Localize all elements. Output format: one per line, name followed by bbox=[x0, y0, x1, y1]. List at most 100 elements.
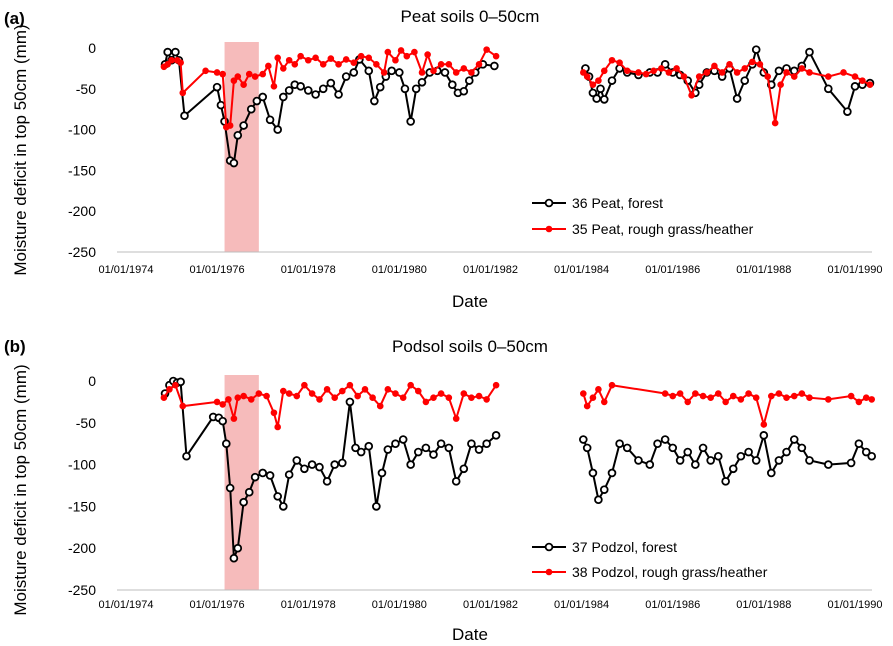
data-point bbox=[726, 61, 733, 68]
data-point bbox=[824, 460, 833, 469]
data-point bbox=[349, 68, 359, 77]
data-point bbox=[342, 56, 350, 63]
data-point bbox=[824, 84, 833, 94]
data-point bbox=[806, 394, 813, 402]
data-point bbox=[766, 468, 776, 478]
data-point bbox=[345, 397, 355, 407]
data-point bbox=[741, 65, 749, 72]
data-point bbox=[430, 67, 437, 75]
series-0 bbox=[160, 376, 877, 563]
data-point bbox=[180, 111, 189, 121]
y-tick-label: 0 bbox=[88, 40, 96, 56]
data-point bbox=[764, 73, 771, 80]
data-point bbox=[580, 69, 587, 76]
data-point bbox=[280, 387, 287, 395]
x-tick-label: 01/01/1974 bbox=[98, 264, 153, 276]
y-tick-label: -250 bbox=[68, 244, 96, 260]
data-point bbox=[279, 502, 288, 511]
data-point bbox=[861, 447, 871, 457]
data-point bbox=[225, 483, 235, 493]
data-point bbox=[300, 464, 309, 474]
data-point bbox=[805, 47, 814, 57]
data-point bbox=[316, 396, 323, 403]
data-point bbox=[375, 82, 385, 92]
data-point bbox=[843, 107, 852, 116]
x-axis-label: Date bbox=[452, 292, 488, 311]
data-point bbox=[474, 445, 484, 454]
data-point bbox=[492, 52, 500, 60]
data-point bbox=[600, 67, 608, 75]
data-point bbox=[414, 387, 422, 395]
data-point bbox=[346, 381, 354, 389]
data-point bbox=[437, 61, 445, 68]
series-line bbox=[582, 384, 872, 429]
data-point bbox=[280, 65, 287, 72]
data-point bbox=[372, 502, 381, 511]
x-tick-label: 01/01/1982 bbox=[463, 264, 518, 276]
data-point bbox=[274, 54, 281, 62]
data-point bbox=[406, 117, 415, 126]
y-tick-label: -50 bbox=[76, 415, 96, 431]
data-point bbox=[840, 69, 847, 76]
data-point bbox=[270, 83, 278, 90]
data-point bbox=[684, 398, 692, 406]
data-point bbox=[675, 456, 685, 465]
data-point bbox=[270, 409, 278, 417]
data-point bbox=[225, 396, 232, 403]
data-point bbox=[464, 76, 474, 85]
data-point bbox=[182, 451, 191, 461]
data-point bbox=[789, 435, 799, 444]
data-point bbox=[251, 73, 259, 80]
data-point bbox=[273, 125, 282, 134]
data-point bbox=[421, 443, 431, 453]
data-point bbox=[729, 392, 737, 400]
data-point bbox=[806, 69, 813, 76]
data-point bbox=[468, 394, 475, 402]
y-tick-label: 0 bbox=[88, 373, 96, 389]
x-tick-label: 01/01/1988 bbox=[736, 599, 791, 611]
data-point bbox=[356, 447, 366, 457]
data-point bbox=[263, 392, 270, 400]
data-point bbox=[669, 392, 677, 400]
y-tick-label: -250 bbox=[68, 582, 96, 598]
data-point bbox=[377, 468, 387, 478]
data-point bbox=[221, 439, 231, 449]
legend-marker bbox=[544, 542, 554, 552]
data-point bbox=[406, 460, 415, 469]
data-point bbox=[706, 456, 715, 465]
data-point bbox=[608, 56, 616, 64]
data-point bbox=[171, 47, 180, 57]
data-point bbox=[304, 56, 312, 64]
data-point bbox=[176, 377, 185, 387]
y-tick-label: -200 bbox=[68, 540, 96, 556]
data-point bbox=[695, 73, 703, 80]
data-point bbox=[331, 394, 338, 402]
data-point bbox=[384, 48, 392, 56]
y-axis-label: Moisture deficit in top 50cm (mm) bbox=[11, 364, 30, 615]
data-point bbox=[767, 392, 775, 400]
data-point bbox=[364, 441, 374, 451]
data-point bbox=[407, 381, 414, 389]
data-point bbox=[846, 458, 856, 468]
data-point bbox=[285, 390, 293, 397]
data-point bbox=[589, 81, 597, 89]
data-point bbox=[847, 392, 855, 400]
data-point bbox=[683, 447, 693, 457]
data-point bbox=[411, 84, 421, 94]
data-point bbox=[168, 56, 175, 64]
data-point bbox=[255, 390, 263, 397]
data-point bbox=[341, 72, 351, 81]
data-point bbox=[592, 94, 601, 103]
x-tick-label: 01/01/1982 bbox=[463, 599, 518, 611]
data-point bbox=[721, 477, 730, 486]
data-point bbox=[736, 451, 746, 461]
data-point bbox=[258, 92, 268, 102]
data-point bbox=[413, 447, 423, 457]
data-point bbox=[247, 396, 255, 403]
data-point bbox=[744, 447, 753, 457]
data-point bbox=[373, 61, 380, 68]
data-point bbox=[851, 73, 859, 80]
data-point bbox=[265, 62, 272, 70]
data-point bbox=[745, 390, 752, 397]
data-point bbox=[397, 47, 405, 54]
